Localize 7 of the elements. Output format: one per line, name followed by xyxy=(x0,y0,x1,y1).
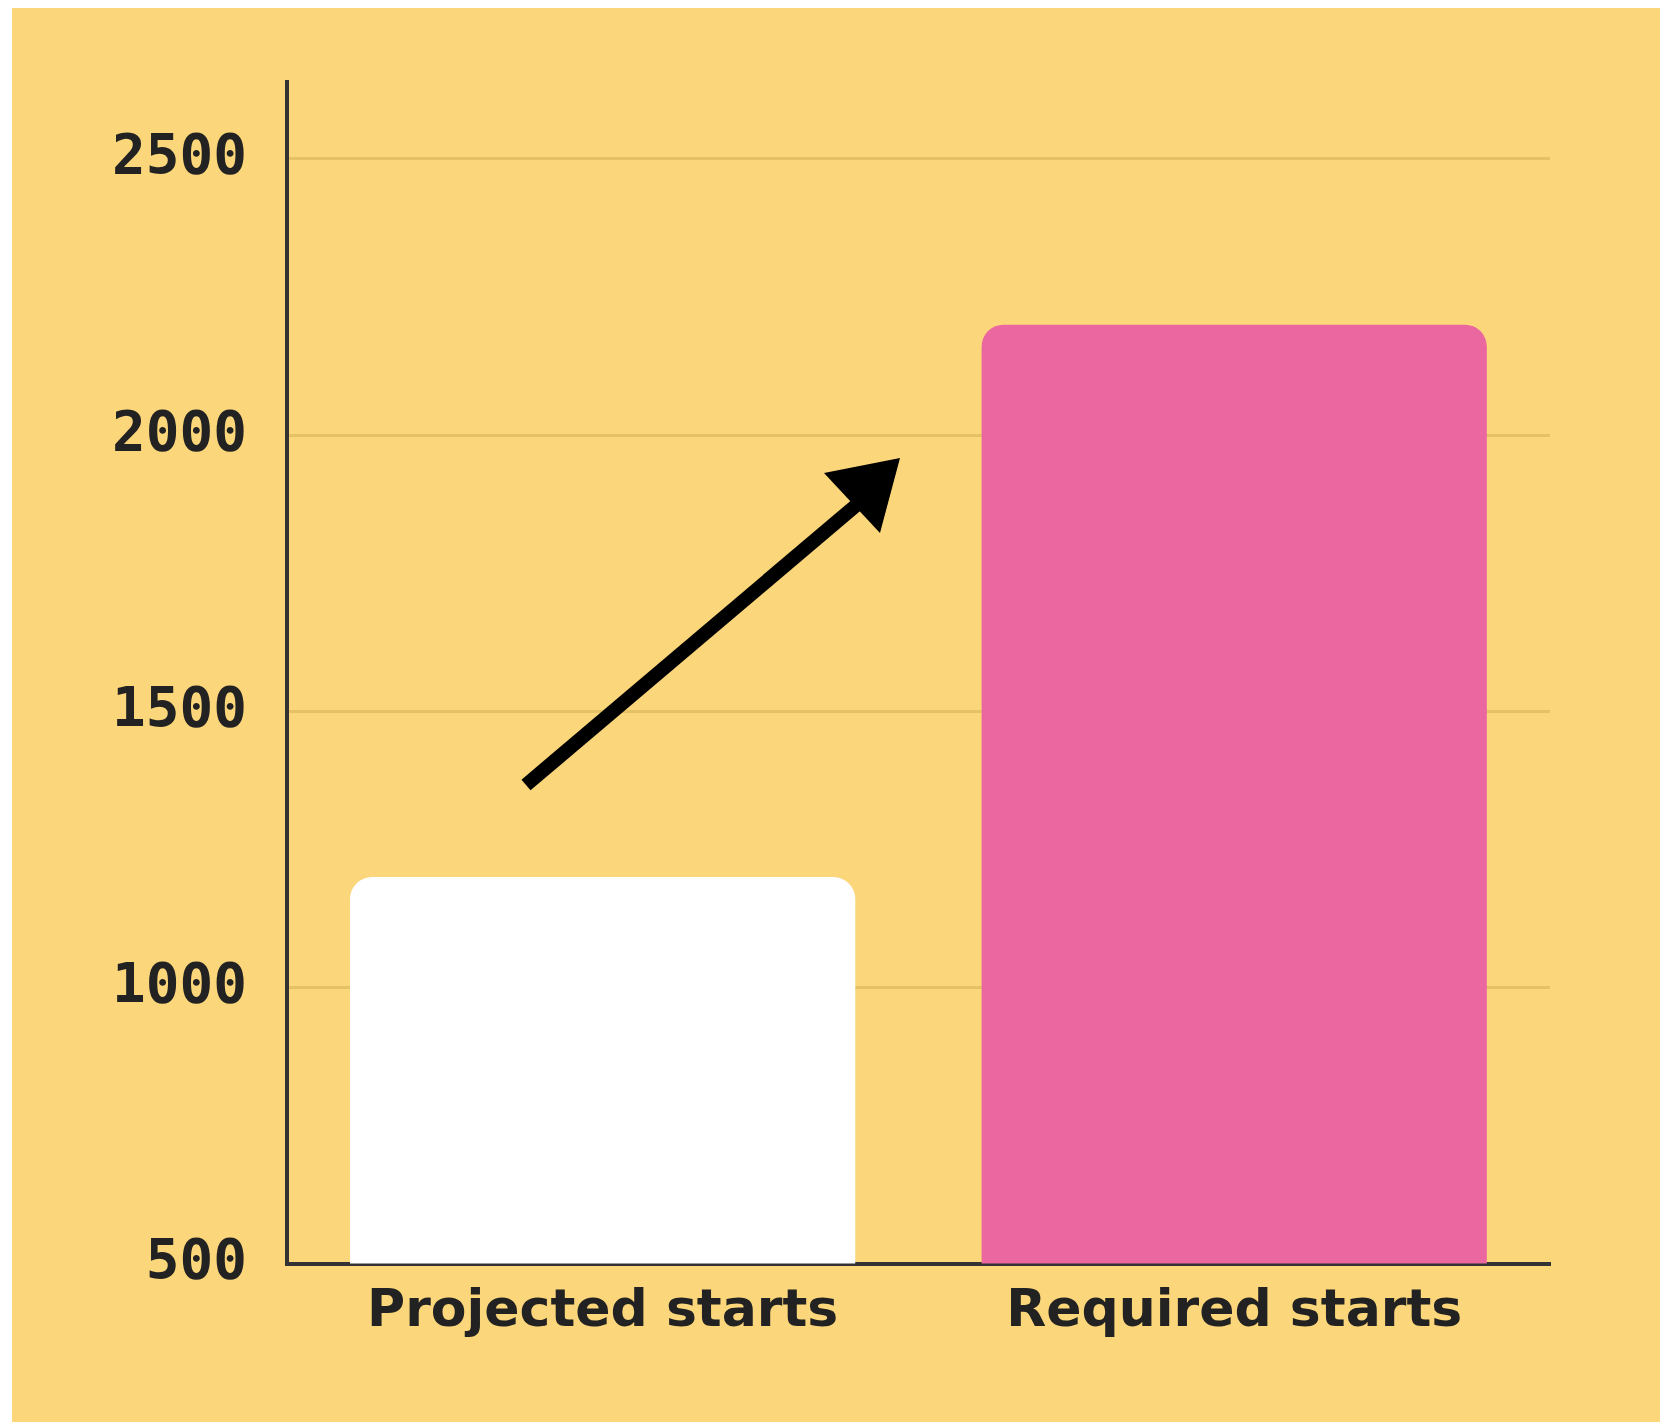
x-tick-label: Required starts xyxy=(1006,1278,1463,1339)
y-tick-label: 2000 xyxy=(112,397,247,463)
y-tick-label: 500 xyxy=(145,1226,247,1292)
y-tick-label: 1500 xyxy=(112,673,247,739)
x-tick-label: Projected starts xyxy=(367,1278,839,1339)
y-tick-label: 2500 xyxy=(112,121,247,187)
y-tick-label: 1000 xyxy=(112,949,247,1015)
